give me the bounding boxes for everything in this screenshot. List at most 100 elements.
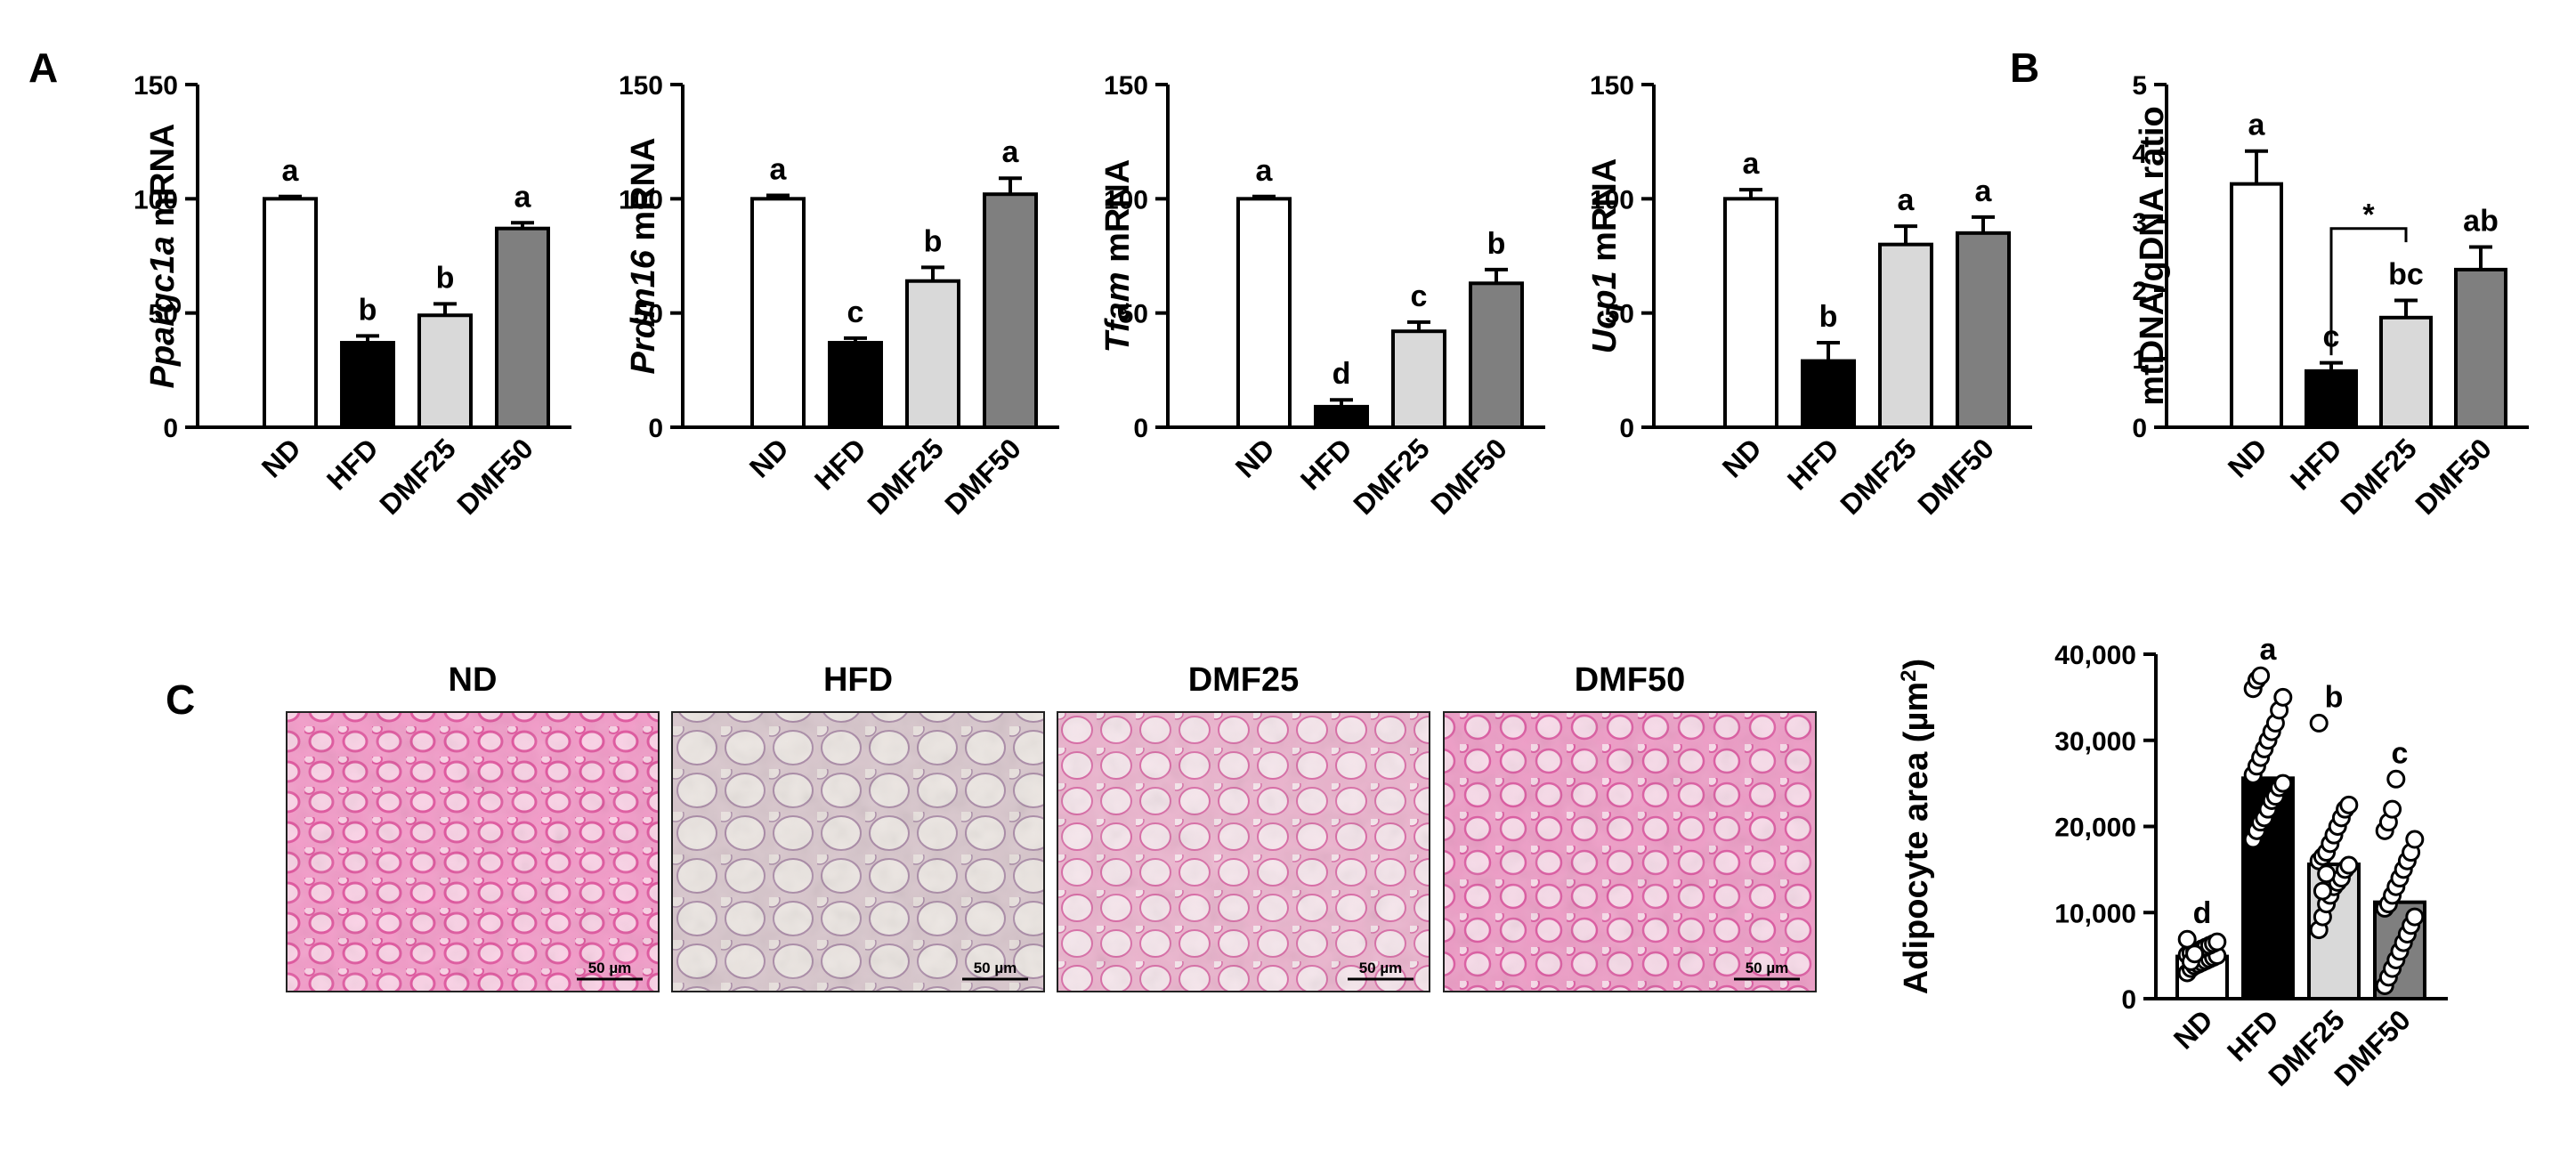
y-axis-label-gene: Tfam [1099, 271, 1137, 352]
category-label: HFD [2284, 432, 2348, 496]
scale-bar-label: 50 µm [974, 960, 1017, 976]
tissue-texture [672, 712, 1044, 992]
bar-dmf25 [905, 279, 960, 429]
y-tick-label: 50 [149, 300, 178, 329]
scale-bar-label: 50 µm [1746, 960, 1789, 976]
chart-adipocyte: 010,00020,00030,00040,000dNDaHFDbDMF25cD… [1897, 633, 2448, 1092]
data-point [2309, 713, 2329, 733]
histology-panel-dmf50: DMF50 50 µm [1443, 661, 1817, 992]
data-point [2339, 855, 2359, 875]
y-axis-label-gene: Ppargc1a [144, 236, 182, 388]
data-point [2317, 864, 2337, 884]
bar-dmf25 [1878, 242, 1933, 429]
chart-ucp1: 0 50 100 150 a ND b HFD a DMF25 a DMF50 Ucp1 mRNA [1586, 71, 2032, 521]
y-tick-label: 50 [1119, 300, 1148, 329]
significance-letter: ab [2463, 204, 2499, 238]
bar-dmf50 [983, 192, 1038, 429]
y-tick-label: 4 [2132, 140, 2147, 169]
category-label: HFD [808, 432, 872, 496]
y-tick-label: 0 [648, 414, 663, 443]
significance-letter: a [1975, 174, 1993, 208]
y-axis-label-text: Adipocyte area (µm [1898, 682, 1935, 994]
bar-hfd [828, 341, 883, 429]
significance-letter: bc [2388, 258, 2424, 292]
panel-letter-a: A [28, 45, 58, 91]
y-axis-label-gene: Prdm16 [625, 249, 662, 374]
bar-nd [1236, 197, 1292, 429]
y-axis-label: Prdm16 mRNA [625, 137, 662, 374]
data-point [2313, 881, 2332, 901]
category-label: ND [2167, 1003, 2219, 1055]
bar-nd [750, 197, 806, 429]
significance-letter: b [1819, 300, 1838, 334]
significance-letter: c [2392, 736, 2409, 770]
category-label: DMF50 [450, 432, 539, 521]
bracket-label: * [2362, 198, 2375, 232]
y-tick-label: 50 [634, 300, 663, 329]
significance-letter: d [2193, 896, 2212, 930]
y-tick-label: 20,000 [2054, 814, 2136, 843]
bar-dmf50 [495, 226, 550, 430]
bar-hfd [2305, 368, 2358, 429]
tissue-texture [1057, 712, 1430, 992]
panel-letter-b: B [2010, 45, 2039, 91]
histology-title: HFD [823, 661, 893, 699]
y-tick-label: 1 [2132, 345, 2147, 375]
bar-nd [263, 197, 318, 429]
y-tick-label: 0 [2121, 985, 2136, 1015]
significance-bracket [2329, 227, 2408, 356]
category-label: DMF50 [1911, 432, 2000, 521]
category-label: HFD [1294, 432, 1358, 496]
y-axis-label: mtDNA/gDNA ratio [2134, 106, 2171, 405]
significance-letter: a [2248, 109, 2266, 142]
category-label: HFD [320, 432, 385, 496]
scale-bar-label: 50 µm [588, 960, 632, 976]
chart-tfam: 0 50 100 150 a ND d HFD c DMF25 b DMF50 Tfam mRNA [1099, 71, 1545, 521]
histology-panels: ND 50 µm HFD 50 µm DMF25 50 µm DMF50 50 µm [286, 661, 1817, 992]
y-tick-label: 40,000 [2054, 641, 2136, 670]
data-point [2273, 773, 2293, 793]
panel-border [671, 711, 1045, 992]
bar-hfd [1801, 359, 1856, 430]
significance-letter: c [1411, 279, 1428, 313]
category-label: HFD [1781, 432, 1845, 496]
panel-border [1057, 711, 1430, 992]
data-point [2185, 944, 2205, 964]
significance-letter: a [1002, 135, 1020, 169]
bar-dmf50 [1956, 231, 2011, 430]
y-tick-label: 150 [1590, 71, 1634, 101]
y-axis-label-text: mRNA [1099, 159, 1137, 272]
y-tick-label: 100 [134, 185, 178, 215]
significance-letter: c [847, 296, 864, 329]
bar-dmf25 [417, 313, 473, 430]
y-axis-label-superscript: 2 [1897, 669, 1921, 681]
y-axis-label: Ucp1 mRNA [1586, 158, 1624, 354]
y-axis-label: Tfam mRNA [1099, 159, 1137, 352]
y-tick-label: 150 [619, 71, 663, 101]
y-tick-label: 0 [1619, 414, 1634, 443]
significance-letter: b [359, 293, 377, 327]
data-point [2405, 830, 2425, 849]
y-axis-label-text: mRNA [144, 124, 182, 237]
panel-border [286, 711, 660, 992]
significance-letter: b [1487, 227, 1506, 261]
y-tick-label: 0 [163, 414, 178, 443]
data-point [2339, 795, 2359, 814]
bar-hfd [340, 341, 395, 429]
y-tick-label: 150 [1104, 71, 1148, 101]
bar-nd [2230, 182, 2283, 429]
y-axis-label-gene: Ucp1 [1586, 271, 1624, 353]
bar-dmf50 [2454, 267, 2507, 429]
bar-dmf50 [1469, 281, 1524, 429]
category-label: ND [743, 432, 795, 483]
data-point [2405, 907, 2425, 927]
y-axis-label: Adipocyte area (µm2) [1897, 659, 1936, 994]
bar-dmf25 [1391, 329, 1446, 430]
y-tick-label: 0 [2132, 414, 2147, 443]
y-tick-label: 50 [1605, 300, 1634, 329]
histology-panel-hfd: HFD 50 µm [671, 661, 1045, 992]
y-axis-label-text: mRNA [1586, 158, 1624, 271]
y-tick-label: 5 [2132, 71, 2147, 101]
